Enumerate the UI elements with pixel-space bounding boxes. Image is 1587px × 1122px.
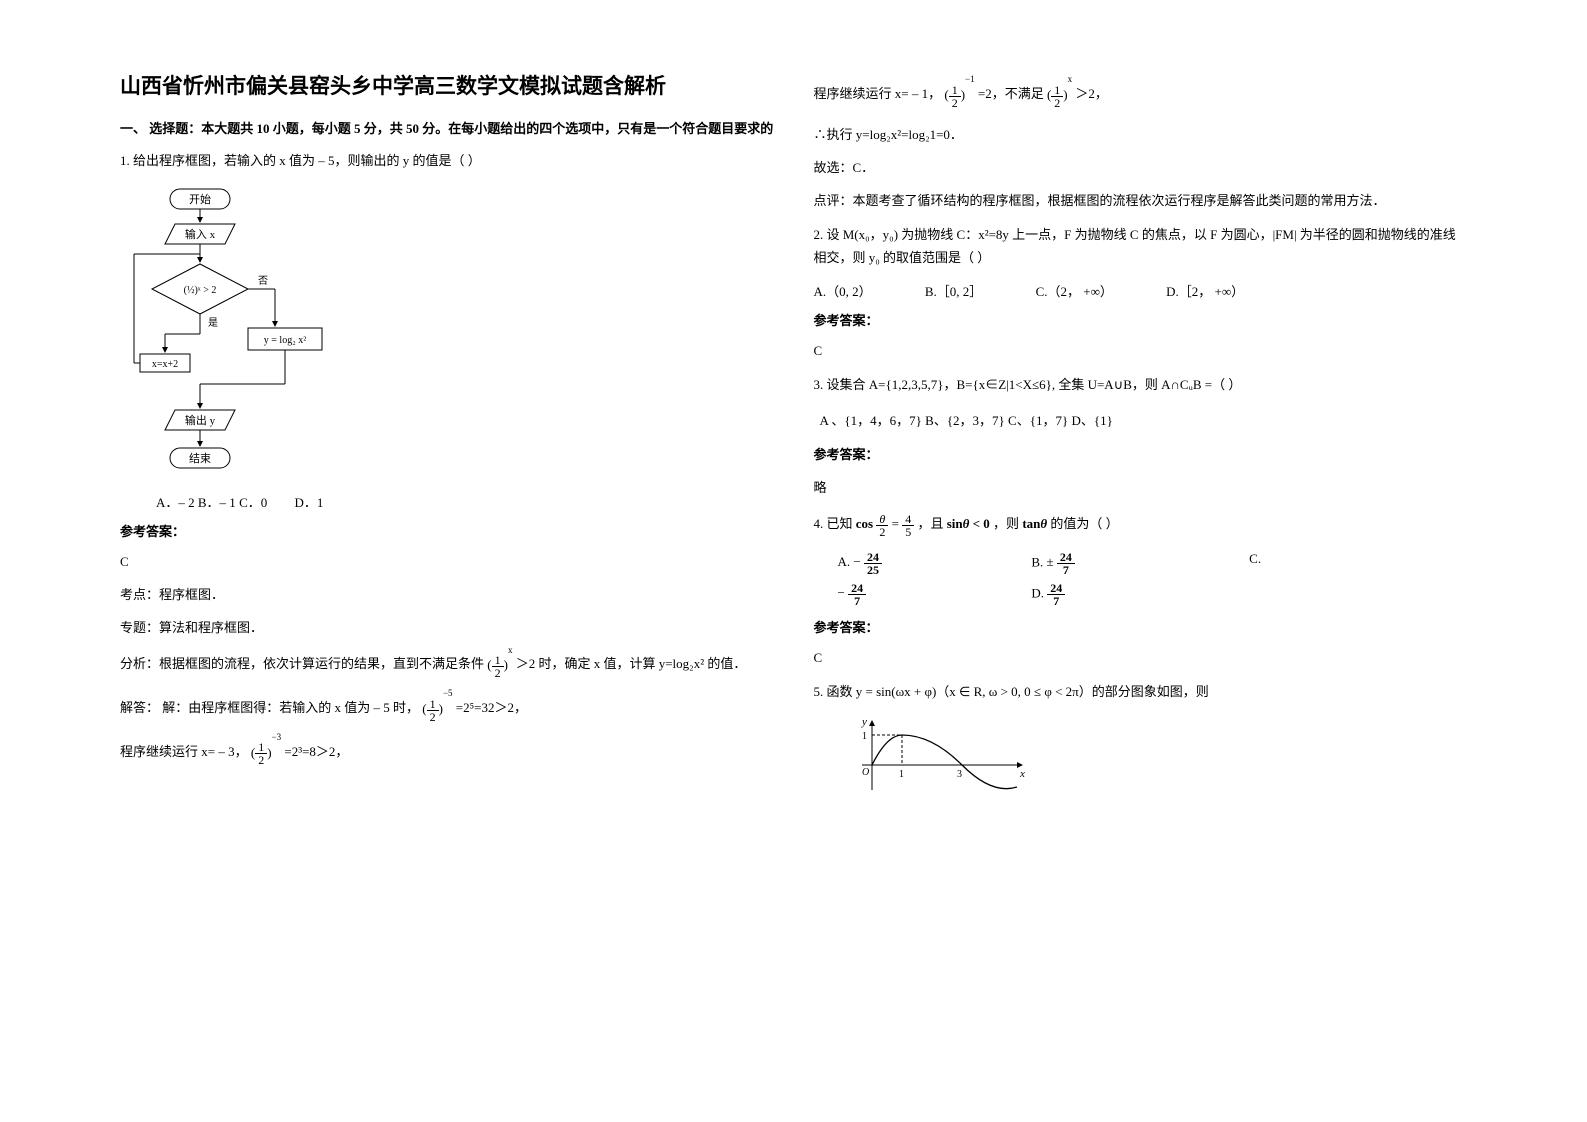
q4-opt-b: B. ± 247 — [1031, 551, 1249, 576]
q2-answer: C — [814, 343, 1468, 359]
q1-flowchart: 开始 输入 x (½)ˣ > 2 否 y = log₂ x² 是 x=x+2 — [130, 184, 774, 484]
q5-stem-text: 5. 函数 y = sin(ωx + φ)（x ∈ R, ω > 0, 0 ≤ … — [814, 684, 1209, 699]
left-column: 山西省忻州市偏关县窑头乡中学高三数学文模拟试题含解析 一、 选择题：本大题共 1… — [100, 70, 794, 1082]
q5-stem: 5. 函数 y = sin(ωx + φ)（x ∈ R, ω > 0, 0 ≤ … — [814, 680, 1468, 703]
origin-label: O — [862, 767, 869, 778]
q4-opt-a: A. − 2425 — [814, 551, 1032, 576]
x1-label: 1 — [899, 769, 904, 780]
solve-l3a: 程序继续运行 x= – 1， — [814, 86, 942, 101]
q2-opt-d: D.［2， +∞） — [1166, 284, 1244, 299]
q4-opt-d: D. 247 — [1031, 582, 1249, 607]
q1-opt-c: C．0 — [239, 495, 267, 510]
half-pow-m5: (12)−5 — [422, 694, 452, 723]
analysis-label: 分析： — [120, 656, 159, 671]
flow-no: 否 — [258, 275, 268, 287]
q1-analysis: 分析：根据框图的流程，依次计算运行的结果，直到不满足条件 (12)x ＞2 时，… — [120, 650, 774, 680]
flow-input: 输入 x — [185, 227, 216, 241]
q4-pre: 4. 已知 — [814, 516, 856, 531]
page-title: 山西省忻州市偏关县窑头乡中学高三数学文模拟试题含解析 — [120, 70, 774, 100]
q1-opt-d: D．1 — [294, 495, 323, 510]
comment-text: 本题考查了循环结构的程序框图，根据框图的流程依次运行程序是解答此类问题的常用方法… — [853, 193, 1386, 208]
q2-answer-label: 参考答案： — [814, 310, 1468, 329]
analysis-t1: 根据框图的流程，依次计算运行的结果，直到不满足条件 — [159, 656, 487, 671]
q2-stem: 2. 设 M(x₀，y₀) 为抛物线 C：x²=8y 上一点，F 为抛物线 C … — [814, 223, 1468, 270]
analysis-t2: ＞2 时，确定 x 值，计算 y=log₂x² 的值． — [516, 656, 747, 671]
right-column: 程序继续运行 x= – 1， (12)−1 =2，不满足 (12)x ＞2， ∴… — [794, 70, 1488, 1082]
q4-opt-c: − 247 — [814, 582, 1032, 607]
q4-answer-label: 参考答案： — [814, 617, 1468, 636]
q1-options: A．– 2 B．– 1 C．0 D．1 — [156, 492, 774, 511]
q4-tan: tanθ — [1022, 516, 1047, 531]
subject-label: 专题： — [120, 620, 159, 635]
q1-answer-label: 参考答案： — [120, 521, 774, 540]
q4-stem: 4. 已知 cos θ2 = 45 ，且 sinθ < 0 ，则 tanθ 的值… — [814, 510, 1468, 539]
flow-assign1: y = log₂ x² — [264, 335, 306, 346]
x-axis-label: x — [1019, 768, 1025, 780]
q1-opt-b: B．– 1 — [198, 495, 236, 510]
q3-answer: 略 — [814, 477, 1468, 496]
q4-answer: C — [814, 650, 1468, 666]
q1-solve1: 解答： 解：由程序框图得：若输入的 x 值为 – 5 时， (12)−5 =2⁵… — [120, 694, 774, 724]
q4-mid2: ，则 — [993, 516, 1022, 531]
half-pow-x: (12)x — [487, 651, 512, 680]
solve-e3a: =2，不满足 — [978, 86, 1047, 101]
flow-output: 输出 y — [185, 413, 216, 427]
flow-assign2: x=x+2 — [152, 359, 178, 370]
q1-solve2: 程序继续运行 x= – 3， (12)−3 =2³=8＞2， — [120, 738, 774, 768]
section-heading: 一、 选择题：本大题共 10 小题，每小题 5 分，共 50 分。在每小题给出的… — [120, 118, 774, 137]
q1-answer: C — [120, 554, 774, 570]
solve-label: 解答： — [120, 700, 159, 715]
flow-start: 开始 — [189, 192, 211, 206]
half-pow-x2: (12)x — [1047, 80, 1072, 109]
solve-pre: 解：由程序框图得：若输入的 x 值为 – 5 时， — [162, 700, 419, 715]
half-pow-m1: (12)−1 — [944, 80, 974, 109]
solve-e1: =2⁵=32＞2， — [456, 700, 527, 715]
solve-e2: =2³=8＞2， — [284, 744, 348, 759]
q1-topic: 考点：程序框图． — [120, 584, 774, 603]
solve-e3b: ＞2， — [1075, 86, 1108, 101]
sine-svg: y x O 1 1 3 — [832, 715, 1032, 795]
q4-post: 的值为（ ） — [1050, 516, 1118, 531]
subject-text: 算法和程序框图． — [159, 620, 263, 635]
q1-stem: 1. 给出程序框图，若输入的 x 值为 – 5，则输出的 y 的值是（ ） — [120, 149, 774, 172]
x3-label: 3 — [957, 769, 962, 780]
half-pow-m3: (12)−3 — [251, 738, 281, 767]
q4-sinlt: sinθ < 0 — [947, 516, 990, 531]
flow-cond: (½)ˣ > 2 — [184, 285, 217, 296]
q1-solve3: 程序继续运行 x= – 1， (12)−1 =2，不满足 (12)x ＞2， — [814, 80, 1468, 110]
flowchart-svg: 开始 输入 x (½)ˣ > 2 否 y = log₂ x² 是 x=x+2 — [130, 184, 350, 484]
q3-options: A 、{1，4，6，7} B、{2，3，7} C、{1，7} D、{1} — [820, 409, 1468, 432]
topic-label: 考点： — [120, 587, 159, 602]
y1-label: 1 — [862, 731, 867, 742]
q2-opt-c: C.（2， +∞） — [1036, 284, 1113, 299]
q1-opt-a: A．– 2 — [156, 495, 195, 510]
q4-mid: ，且 — [917, 516, 946, 531]
q1-solve5: 故选：C． — [814, 157, 1468, 176]
flow-end: 结束 — [189, 452, 211, 465]
solve-l2a: 程序继续运行 x= – 3， — [120, 744, 248, 759]
q4-coseq: cos θ2 = 45 — [856, 516, 914, 531]
q4-opt-c-label: C. — [1249, 551, 1467, 576]
topic-text: 程序框图． — [159, 587, 224, 602]
comment-label: 点评： — [814, 193, 853, 208]
q4-options: A. − 2425 B. ± 247 C. − 247 D. 247 — [814, 551, 1468, 607]
q3-stem: 3. 设集合 A={1,2,3,5,7}，B={x∈Z|1<X≤6}, 全集 U… — [814, 373, 1468, 396]
q1-comment: 点评：本题考查了循环结构的程序框图，根据框图的流程依次运行程序是解答此类问题的常… — [814, 190, 1468, 209]
q2-opt-a: A.（0, 2） — [814, 284, 872, 299]
flow-yes: 是 — [208, 317, 218, 329]
q5-graph: y x O 1 1 3 — [832, 715, 1468, 799]
q3-answer-label: 参考答案： — [814, 444, 1468, 463]
q2-options: A.（0, 2） B.［0, 2］ C.（2， +∞） D.［2， +∞） — [814, 281, 1468, 300]
q1-subject: 专题：算法和程序框图． — [120, 617, 774, 636]
y-axis-label: y — [861, 716, 867, 728]
q1-solve4: ∴执行 y=log₂x²=log₂1=0． — [814, 124, 1468, 143]
q2-opt-b: B.［0, 2］ — [925, 284, 982, 299]
